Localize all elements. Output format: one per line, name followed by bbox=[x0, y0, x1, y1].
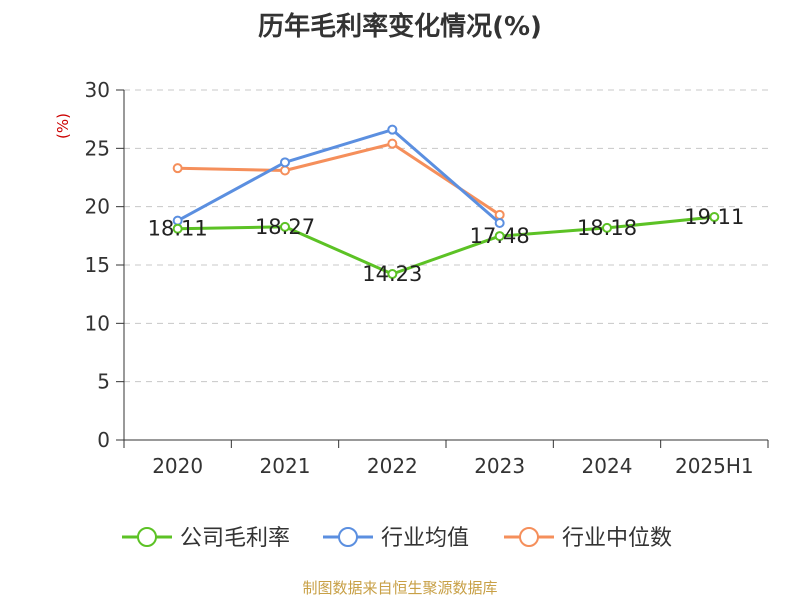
legend-marker bbox=[137, 527, 157, 547]
x-tick-label: 2021 bbox=[260, 454, 311, 478]
y-tick-label: 5 bbox=[97, 370, 110, 394]
data-point bbox=[280, 157, 290, 168]
data-label: 18.27 bbox=[255, 215, 315, 239]
data-point bbox=[172, 223, 183, 234]
x-tick-label: 2022 bbox=[367, 454, 418, 478]
data-label: 18.11 bbox=[148, 217, 208, 241]
data-point bbox=[494, 209, 505, 220]
data-label: 18.18 bbox=[577, 216, 637, 240]
legend-label: 行业均值 bbox=[381, 526, 469, 551]
chart-title: 历年毛利率变化情况(%) bbox=[258, 11, 542, 42]
data-point bbox=[172, 163, 183, 174]
data-point bbox=[602, 222, 612, 233]
data-point bbox=[280, 165, 290, 176]
data-point bbox=[387, 268, 398, 279]
legend-item[interactable]: 公司毛利率 bbox=[122, 526, 290, 551]
data-label: 14.23 bbox=[362, 262, 422, 286]
series-line bbox=[177, 215, 715, 276]
data-point bbox=[387, 124, 398, 135]
y-axis: 0 5 10 15 20 25 30 bbox=[85, 78, 125, 452]
x-tick-label: 2023 bbox=[474, 454, 525, 478]
y-tick-label: 25 bbox=[85, 136, 110, 160]
data-point bbox=[709, 212, 720, 223]
series-line bbox=[176, 128, 501, 225]
plot-area bbox=[172, 124, 720, 279]
legend-marker bbox=[519, 527, 539, 547]
data-point bbox=[387, 138, 398, 149]
x-axis: 2020 2021 2022 2023 2024 2025H1 bbox=[123, 439, 769, 478]
x-tick-label: 2025H1 bbox=[675, 454, 754, 478]
data-point bbox=[494, 231, 505, 242]
y-tick-label: 10 bbox=[85, 311, 110, 335]
source-note: 制图数据来自恒生聚源数据库 bbox=[302, 579, 497, 597]
data-label: 17.48 bbox=[470, 224, 530, 248]
gridlines bbox=[124, 89, 768, 383]
legend[interactable]: 公司毛利率 行业均值 行业中位数 bbox=[122, 526, 672, 551]
y-tick-label: 15 bbox=[85, 253, 110, 277]
y-tick-label: 0 bbox=[97, 428, 110, 452]
legend-item[interactable]: 行业中位数 bbox=[504, 526, 672, 551]
x-tick-label: 2024 bbox=[582, 454, 633, 478]
series-line bbox=[177, 142, 501, 217]
legend-label: 行业中位数 bbox=[562, 526, 672, 551]
y-tick-label: 20 bbox=[85, 195, 110, 219]
data-labels: 18.11 18.27 14.23 17.48 18.18 19.11 bbox=[148, 205, 745, 286]
legend-marker bbox=[338, 527, 358, 547]
y-tick-label: 30 bbox=[85, 78, 110, 102]
legend-item[interactable]: 行业均值 bbox=[323, 526, 469, 551]
y-axis-unit: (%) bbox=[54, 113, 72, 139]
data-label: 19.11 bbox=[684, 205, 744, 229]
data-point bbox=[494, 218, 505, 228]
legend-label: 公司毛利率 bbox=[180, 526, 290, 551]
data-point bbox=[280, 221, 290, 232]
x-tick-label: 2020 bbox=[152, 454, 203, 478]
